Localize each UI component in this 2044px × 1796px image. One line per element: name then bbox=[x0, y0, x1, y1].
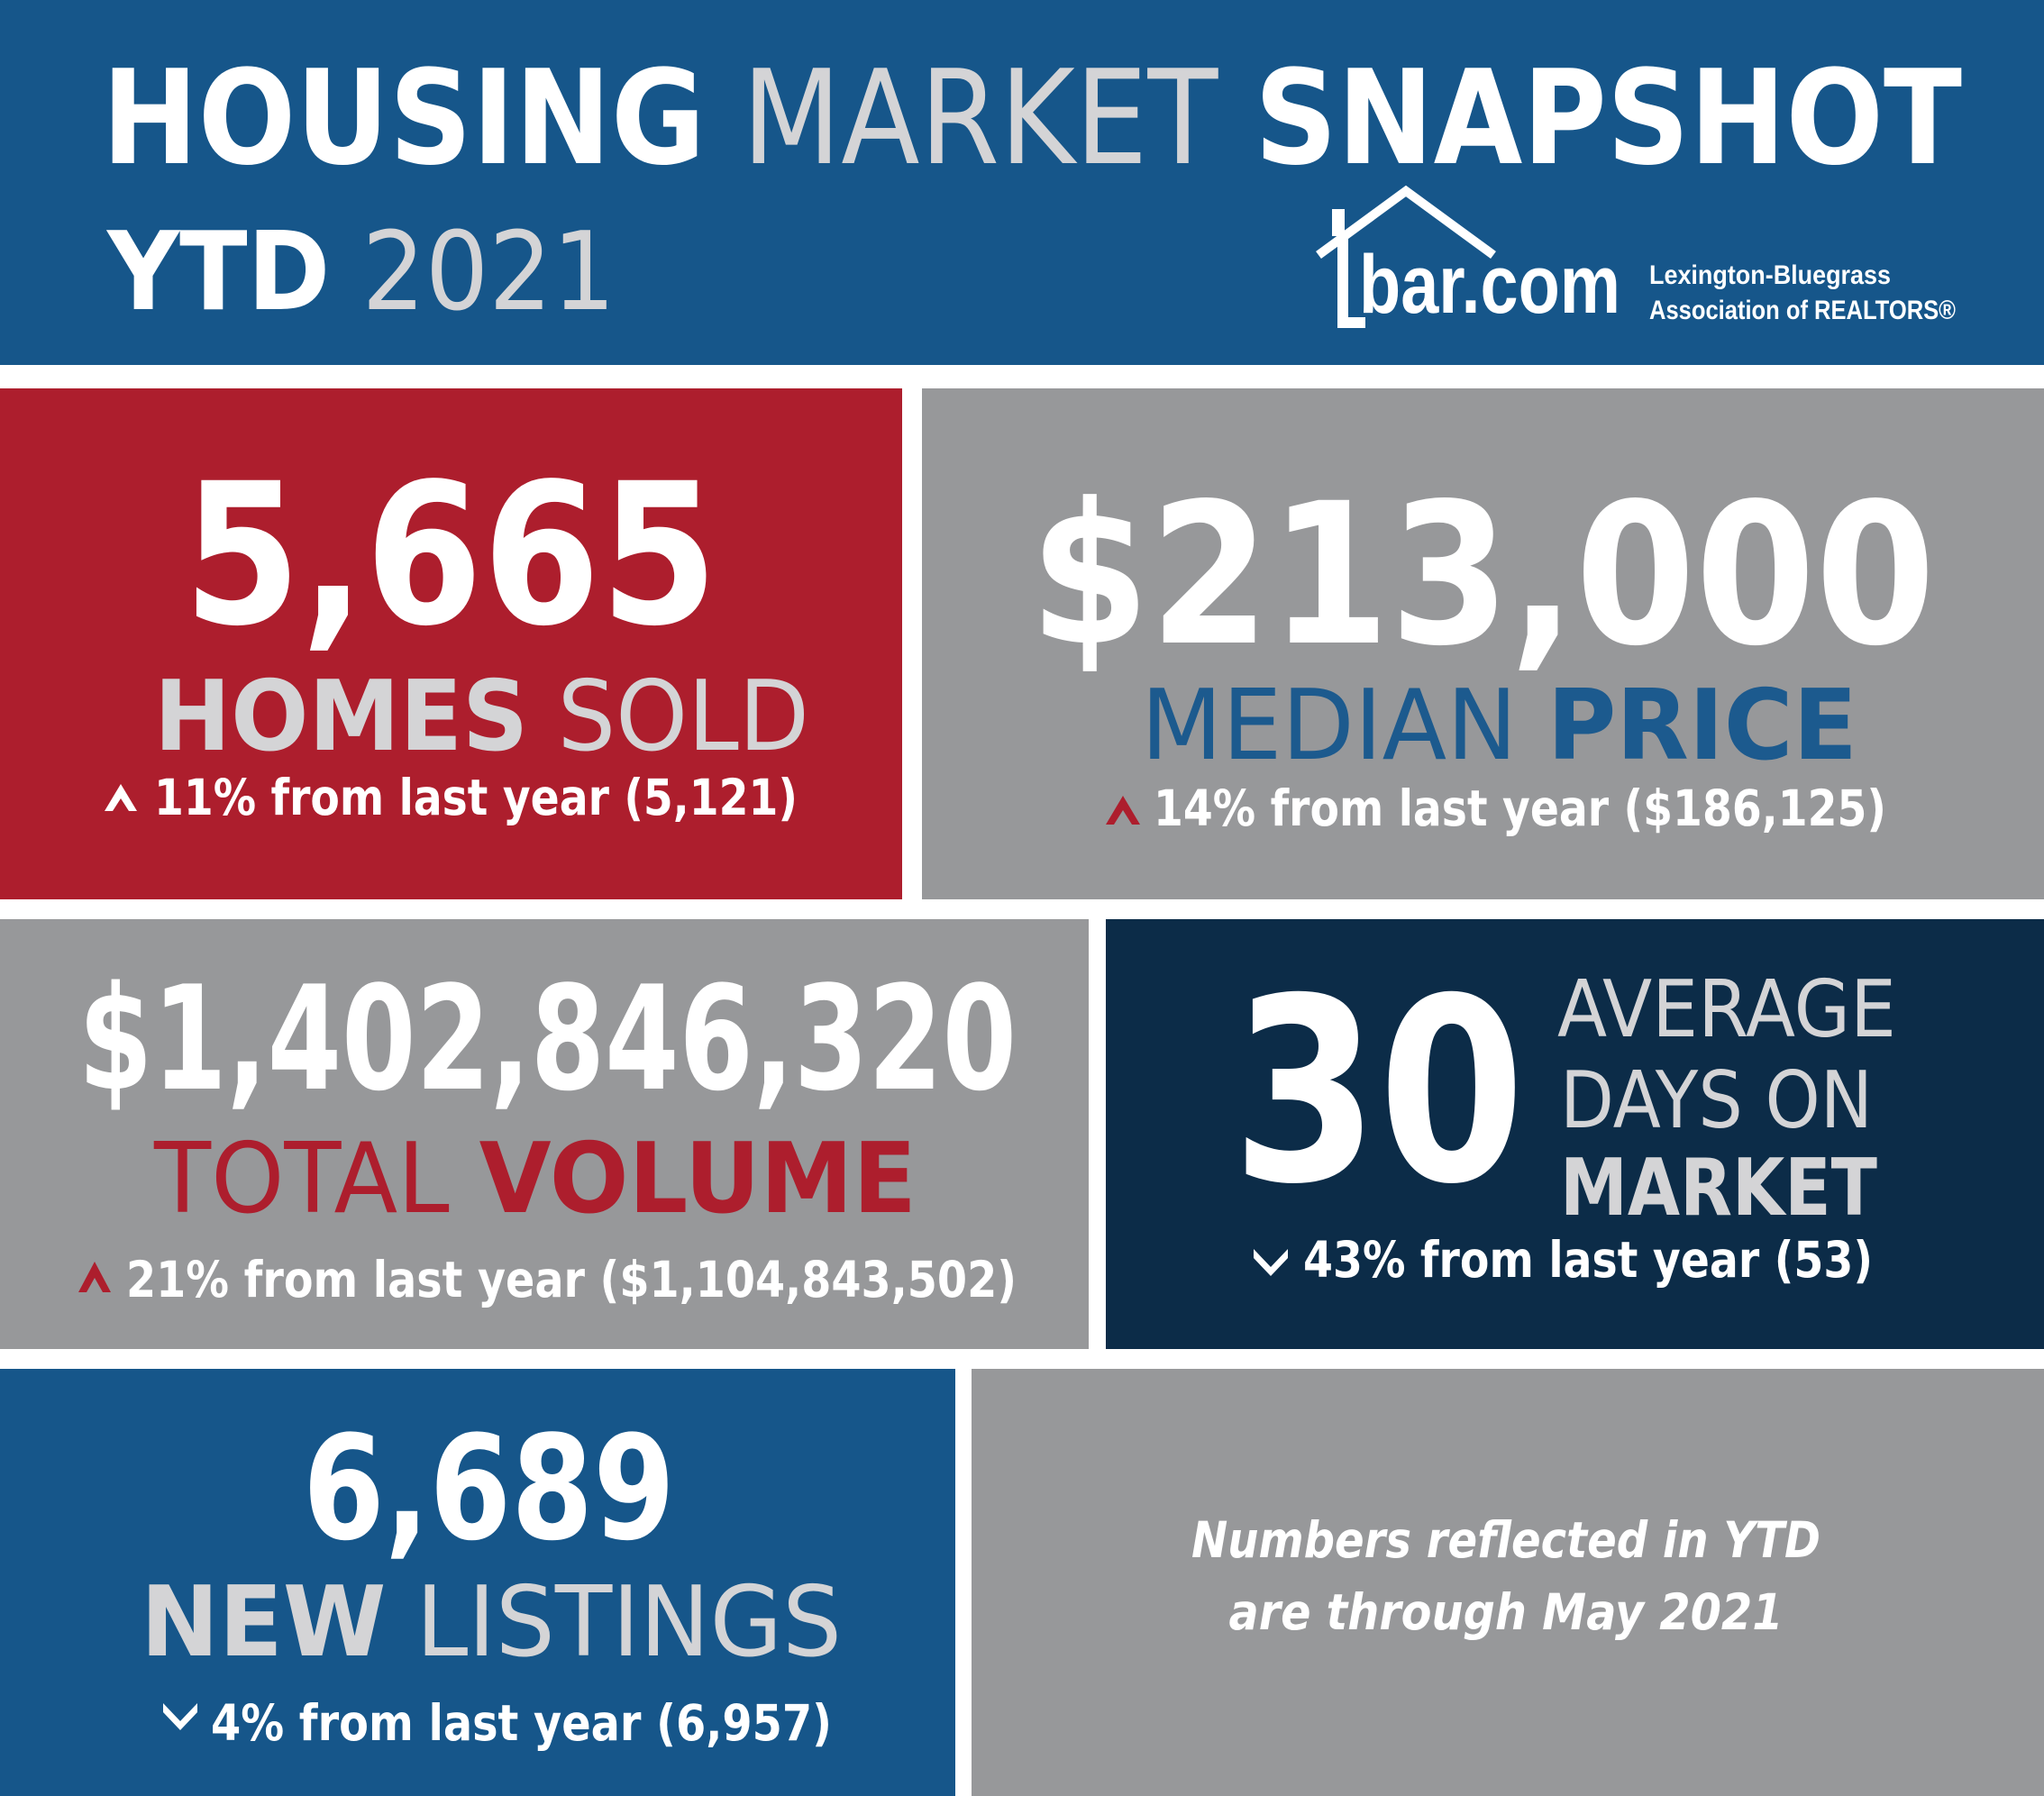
card-value: $213,000 bbox=[1030, 462, 1936, 689]
arrow-down bbox=[1254, 1249, 1288, 1276]
logo-wordmark: bar.com bbox=[1359, 239, 1620, 331]
note-line: Numbers reflected in YTD bbox=[1191, 1511, 1820, 1569]
arrow-up bbox=[105, 784, 137, 811]
label-part: MEDIAN bbox=[1141, 670, 1517, 782]
card-label: NEW LISTINGS bbox=[141, 1566, 842, 1679]
label-part: SOLD bbox=[558, 661, 809, 773]
logo-org-line: Association of REALTORS® bbox=[1649, 296, 1956, 325]
arrow-up bbox=[1106, 796, 1140, 825]
card-value: $1,402,846,320 bbox=[78, 954, 1017, 1123]
label-part: NEW bbox=[141, 1566, 386, 1679]
card-bg bbox=[0, 388, 902, 899]
title-part: MARKET bbox=[742, 42, 1218, 195]
label-part: AVERAGE bbox=[1557, 963, 1896, 1055]
card-value: 30 bbox=[1232, 944, 1525, 1240]
card-bg bbox=[1106, 919, 2044, 1349]
card-label: TOTAL VOLUME bbox=[153, 1123, 917, 1235]
logo: bar.com Lexington-Bluegrass Association … bbox=[1316, 185, 1956, 331]
label-part: TOTAL bbox=[153, 1123, 450, 1235]
card-change: 21% from last year ($1,104,843,502) bbox=[126, 1251, 1017, 1308]
logo-chimney bbox=[1332, 209, 1345, 236]
card-value: 5,665 bbox=[184, 442, 718, 670]
card-value: 6,689 bbox=[303, 1404, 675, 1573]
label-part: LISTINGS bbox=[415, 1566, 842, 1679]
card-bg bbox=[972, 1369, 2044, 1796]
card-change: 14% from last year ($186,125) bbox=[1154, 779, 1886, 837]
label-part: MARKET bbox=[1560, 1142, 1877, 1234]
card-label: HOMES SOLD bbox=[154, 661, 809, 773]
label-part: PRICE bbox=[1547, 670, 1857, 782]
logo-roof bbox=[1316, 185, 1496, 260]
card-label: MEDIAN PRICE bbox=[1141, 670, 1857, 782]
label-part: HOMES bbox=[154, 661, 528, 773]
logo-house bbox=[1337, 236, 1365, 328]
header-bg bbox=[0, 0, 2044, 365]
card-change: 4% from last year (6,957) bbox=[211, 1694, 832, 1752]
card-bg bbox=[0, 1369, 955, 1796]
label-part: VOLUME bbox=[479, 1123, 917, 1235]
card-change: 11% from last year (5,121) bbox=[154, 769, 798, 826]
note-line: are through May 2021 bbox=[1229, 1583, 1784, 1641]
title: HOUSING MARKET SNAPSHOT bbox=[102, 42, 1962, 195]
subtitle-part: 2021 bbox=[362, 210, 616, 335]
subtitle-part: YTD bbox=[105, 210, 330, 335]
card-bg bbox=[922, 388, 2044, 899]
card-change: 43% from last year (53) bbox=[1303, 1231, 1873, 1289]
subtitle: YTD 2021 bbox=[105, 210, 616, 335]
title-part: HOUSING bbox=[102, 42, 706, 195]
label-part: DAYS ON bbox=[1560, 1054, 1873, 1146]
card-bg bbox=[0, 919, 1089, 1349]
arrow-down bbox=[163, 1703, 197, 1730]
title-part: SNAPSHOT bbox=[1255, 42, 1962, 195]
arrow-up bbox=[78, 1262, 111, 1292]
logo-org-line: Lexington-Bluegrass bbox=[1649, 260, 1891, 290]
